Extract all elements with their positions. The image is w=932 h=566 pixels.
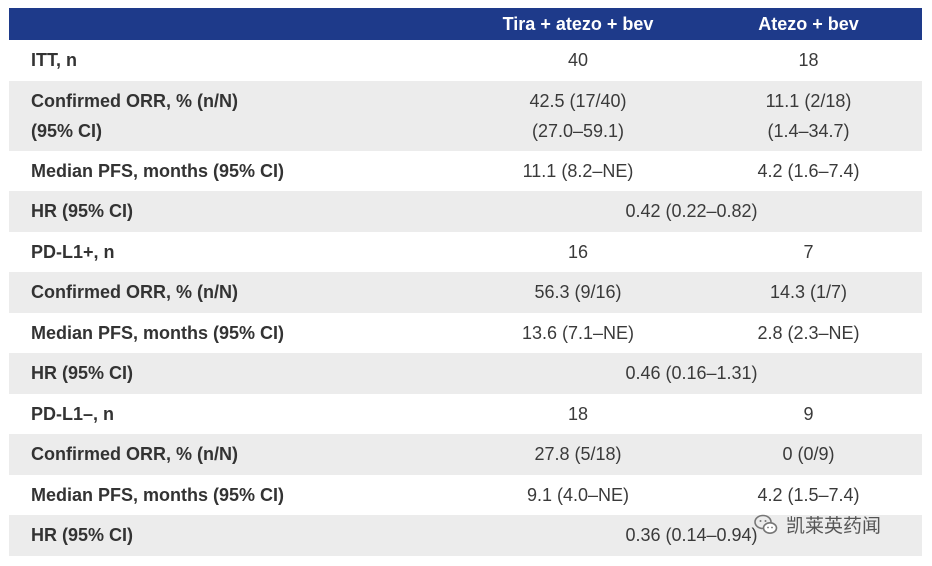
cell-tira-line2: (27.0–59.1) xyxy=(531,120,625,141)
cell-tira-line1: 42.5 (17/40) xyxy=(529,90,627,111)
watermark-text: 凯莱英药闻 xyxy=(786,515,882,537)
row-label: Confirmed ORR, % (n/N) (95% CI) xyxy=(9,86,461,146)
row-label: HR (95% CI) xyxy=(31,525,134,546)
row-label: Confirmed ORR, % (n/N) xyxy=(31,282,238,303)
header-atezo-bev: Atezo + bev xyxy=(758,13,859,34)
cell-atezo: 7 xyxy=(803,241,814,262)
cell-tira: 56.3 (9/16) xyxy=(534,282,622,303)
cell-tira: 40 xyxy=(567,50,589,71)
cell-atezo-line2: (1.4–34.7) xyxy=(767,120,850,141)
results-table: Tira + atezo + bev Atezo + bev ITT, n 40… xyxy=(9,8,922,556)
cell-tira: 18 xyxy=(567,403,589,424)
cell-atezo: 2.8 (2.3–NE) xyxy=(757,322,860,343)
row-label: HR (95% CI) xyxy=(31,363,134,384)
cell-atezo: 0 (0/9) xyxy=(782,444,835,465)
table-row: PD-L1–, n 18 9 xyxy=(9,394,922,435)
table-row: Median PFS, months (95% CI) 9.1 (4.0–NE)… xyxy=(9,475,922,516)
table-row: Confirmed ORR, % (n/N) (95% CI) 42.5 (17… xyxy=(9,80,922,151)
row-label-line1: Confirmed ORR, % (n/N) xyxy=(31,90,238,111)
row-label: PD-L1+, n xyxy=(31,241,115,262)
table-row: PD-L1+, n 16 7 xyxy=(9,232,922,273)
cell-atezo: 14.3 (1/7) xyxy=(769,282,848,303)
table-row: Median PFS, months (95% CI) 13.6 (7.1–NE… xyxy=(9,313,922,354)
header-tira-atezo-bev: Tira + atezo + bev xyxy=(502,13,654,34)
cell-tira: 27.8 (5/18) xyxy=(534,444,622,465)
cell-hr: 0.42 (0.22–0.82) xyxy=(625,200,758,221)
table-row: HR (95% CI) 0.46 (0.16–1.31) xyxy=(9,353,922,394)
cell-atezo: 18 xyxy=(798,50,819,71)
cell-tira: 16 xyxy=(567,241,589,262)
table-row: HR (95% CI) 0.42 (0.22–0.82) xyxy=(9,191,922,232)
wechat-icon xyxy=(754,514,778,534)
table-row: Confirmed ORR, % (n/N) 56.3 (9/16) 14.3 … xyxy=(9,272,922,313)
cell-atezo: 4.2 (1.5–7.4) xyxy=(757,484,860,505)
cell-tira: 11.1 (8.2–NE) xyxy=(522,160,634,181)
row-label: Confirmed ORR, % (n/N) xyxy=(31,444,238,465)
cell-atezo-line1: 11.1 (2/18) xyxy=(765,90,852,111)
cell-atezo: 9 xyxy=(803,403,814,424)
row-label-line2: (95% CI) xyxy=(31,120,103,141)
row-label: Median PFS, months (95% CI) xyxy=(31,160,285,181)
row-label: ITT, n xyxy=(31,50,77,71)
table-row: Confirmed ORR, % (n/N) 27.8 (5/18) 0 (0/… xyxy=(9,434,922,475)
watermark: 凯莱英药闻 xyxy=(754,511,881,538)
cell-tira: 9.1 (4.0–NE) xyxy=(526,484,630,505)
cell-atezo: 4.2 (1.6–7.4) xyxy=(757,160,860,181)
row-label: PD-L1–, n xyxy=(31,403,115,424)
cell-tira: 42.5 (17/40) (27.0–59.1) xyxy=(461,86,695,146)
table-row: ITT, n 40 18 xyxy=(9,40,922,81)
row-label: HR (95% CI) xyxy=(31,201,134,222)
cell-hr: 0.46 (0.16–1.31) xyxy=(625,362,758,383)
row-label: Median PFS, months (95% CI) xyxy=(31,322,285,343)
table-row: Median PFS, months (95% CI) 11.1 (8.2–NE… xyxy=(9,151,922,192)
cell-atezo: 11.1 (2/18) (1.4–34.7) xyxy=(695,86,922,146)
table-header: Tira + atezo + bev Atezo + bev xyxy=(9,8,922,40)
cell-hr: 0.36 (0.14–0.94) xyxy=(625,524,758,545)
row-label: Median PFS, months (95% CI) xyxy=(31,484,285,505)
cell-tira: 13.6 (7.1–NE) xyxy=(521,322,635,343)
